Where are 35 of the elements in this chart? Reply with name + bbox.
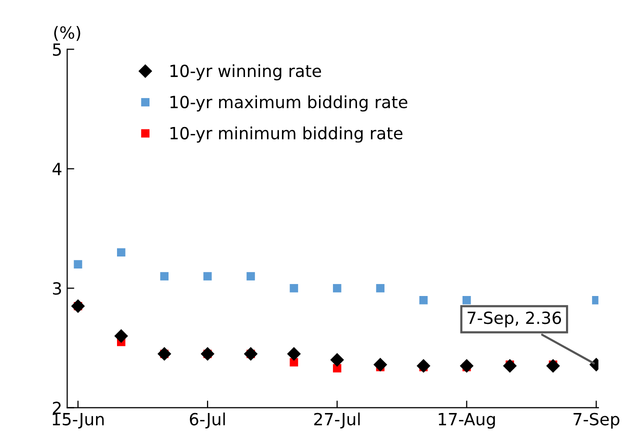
point [160,272,169,280]
point [71,299,85,314]
x-tick-label: 7-Sep [574,412,620,429]
x-tick-label: 6-Jul [190,412,225,429]
legend-label: 10-yr winning rate [170,64,322,80]
point [290,284,298,292]
x-tick-label: 17-Aug [438,413,495,429]
point [114,329,128,343]
point [373,358,388,372]
legend-label: 10-yr minimum bidding rate [170,126,402,143]
x-tick-label: 15-Jun [52,413,104,429]
y-axis-title: (%) [54,26,80,41]
point [462,296,471,304]
point [460,358,474,373]
point [74,260,82,268]
legend-label: 10-yr maximum bidding rate [170,95,408,112]
point [203,272,212,280]
point [200,347,214,361]
point [502,358,517,373]
point [416,358,430,373]
x-tick-label: 27-Jul [314,412,360,429]
y-tick-label: 3 [53,282,62,295]
point [419,296,428,304]
point [244,347,258,361]
point [157,347,172,361]
y-tick-label: 5 [53,43,61,56]
point [117,248,126,257]
point [376,284,384,292]
annotation: 7-Sep, 2.36 [468,312,562,328]
y-tick-label: 4 [52,162,62,176]
point [330,353,344,367]
point [332,284,342,292]
point [246,272,255,280]
point [546,358,560,373]
point [287,347,301,361]
